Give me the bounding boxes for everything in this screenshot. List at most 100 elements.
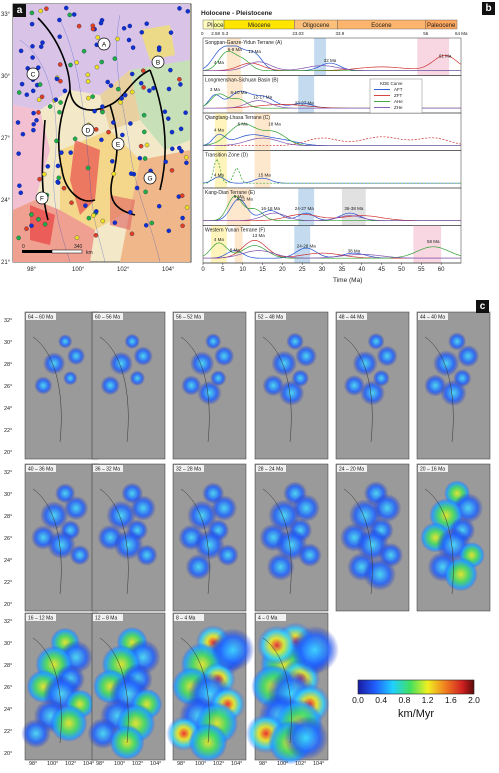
sample-point xyxy=(100,109,105,115)
rate-map-panel: 16 – 12 Ma xyxy=(21,612,99,761)
sample-point xyxy=(98,20,104,26)
sample-point xyxy=(99,59,104,65)
sample-point xyxy=(170,146,175,152)
exhumation-hotspot xyxy=(214,346,235,367)
sample-point xyxy=(68,150,73,155)
sample-point xyxy=(19,81,25,87)
sample-point xyxy=(143,223,149,228)
sample-point xyxy=(106,129,111,135)
peak-label: 13 Ma xyxy=(248,49,261,54)
sample-point xyxy=(67,12,72,18)
terrane-boundary xyxy=(262,488,292,595)
map-lon-tick: 98° xyxy=(27,267,37,273)
sample-point xyxy=(17,183,22,188)
boundary-age: 2.58 xyxy=(211,31,220,36)
sample-point xyxy=(68,62,73,68)
sample-point xyxy=(58,78,63,84)
peak-label: 4 Ma xyxy=(214,60,225,65)
sample-point xyxy=(56,175,62,181)
sample-point xyxy=(55,163,61,169)
lat-tick: 24° xyxy=(4,406,12,412)
terrane-boundary xyxy=(32,488,62,595)
sample-point xyxy=(31,127,36,133)
terrane-boundary xyxy=(99,637,129,744)
sample-point xyxy=(63,5,69,11)
map-lon-tick: 100° xyxy=(72,267,85,273)
peak-label: 12-17 Ma xyxy=(253,94,273,99)
sample-point xyxy=(74,60,79,65)
sample-point xyxy=(36,65,41,70)
highlight-band xyxy=(294,225,311,263)
rate-map-panel: 12 – 8 Ma xyxy=(87,612,166,761)
rate-map-panel: 36 – 32 Ma xyxy=(91,463,166,612)
exhumation-hotspot xyxy=(363,558,397,591)
sample-point xyxy=(128,210,133,215)
highlight-band xyxy=(214,150,227,188)
lon-tick: 102° xyxy=(65,761,76,767)
x-tick-label: 45 xyxy=(378,267,385,273)
highlight-band xyxy=(314,38,327,76)
sample-point xyxy=(16,235,21,241)
region-marker xyxy=(151,55,165,69)
sample-point xyxy=(166,228,172,234)
sample-point xyxy=(126,37,132,43)
scale-start: 0 xyxy=(22,244,25,250)
lon-tick: 104° xyxy=(83,761,94,767)
exhumation-hotspot xyxy=(63,495,89,521)
map-lon-tick: 104° xyxy=(162,267,175,273)
highlight-band xyxy=(226,38,241,76)
sample-point xyxy=(81,48,87,54)
kde-curve-zft xyxy=(203,54,462,72)
exhumation-hotspot xyxy=(58,334,73,349)
sample-point xyxy=(100,218,106,224)
sample-point xyxy=(178,126,184,132)
region-label: A xyxy=(102,41,107,48)
exhumation-hotspot xyxy=(197,380,222,405)
exhumation-hotspot xyxy=(129,370,145,386)
sample-point xyxy=(177,145,182,151)
x-tick-label: 50 xyxy=(398,267,405,273)
peak-label: 38 Ma xyxy=(348,249,361,254)
highlight-band xyxy=(417,38,450,76)
sample-point xyxy=(61,185,67,191)
sample-point xyxy=(90,94,95,99)
sample-point xyxy=(57,109,62,115)
rate-map-panel: 44 – 40 Ma xyxy=(416,311,491,460)
region-marker xyxy=(26,67,40,81)
region-label: D xyxy=(86,127,91,134)
lon-tick: 100° xyxy=(195,761,206,767)
epoch-label: Paleocene xyxy=(427,23,456,29)
legend-entry: AFT xyxy=(394,87,403,92)
panel-a-label: a xyxy=(13,4,26,17)
x-tick-label: 55 xyxy=(418,267,425,273)
region-marker xyxy=(111,137,125,151)
peak-label: 15 Ma xyxy=(258,172,271,177)
boundary-age: 64 Ma xyxy=(455,31,468,36)
kde-curve-zft xyxy=(203,136,462,147)
lon-tick: 98° xyxy=(177,761,185,767)
sample-point xyxy=(169,129,175,135)
x-tick-label: 25 xyxy=(299,267,306,273)
row-title: Songpan-Ganze-Yidun Terrane (A) xyxy=(205,40,282,46)
sample-point xyxy=(42,171,47,177)
sample-point xyxy=(58,100,63,105)
kde-row: Qiangtang-Lhasa Terrane (C) 4 Ma 6 Ma 18 Ma xyxy=(202,112,462,151)
epoch-band xyxy=(425,19,458,30)
x-tick-label: 10 xyxy=(239,267,246,273)
time-window-bg xyxy=(93,465,123,472)
exhumation-hotspot xyxy=(133,346,153,366)
sample-point xyxy=(116,86,121,92)
sample-point xyxy=(166,116,171,121)
sample-point xyxy=(71,12,77,17)
sample-point xyxy=(179,148,184,154)
highlight-band xyxy=(214,113,227,151)
peak-label: 6 Ma xyxy=(238,122,249,127)
sample-point xyxy=(29,10,35,16)
kde-row: Kang-Dian Terrane (E)9 Ma8-11 Ma 16-18 Ma… xyxy=(202,187,462,226)
lon-tick: 104° xyxy=(231,761,242,767)
map-lat-tick: 33° xyxy=(1,12,11,18)
time-window-bg xyxy=(337,313,367,320)
sample-point xyxy=(54,138,59,144)
sample-point xyxy=(31,110,36,116)
lat-tick: 26° xyxy=(4,685,12,691)
